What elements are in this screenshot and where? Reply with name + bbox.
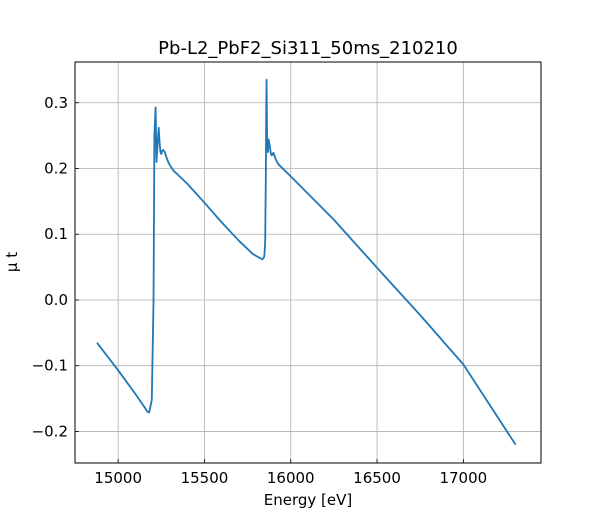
x-tick-label: 15000	[94, 469, 142, 487]
series-layer	[96, 78, 517, 445]
series-line	[96, 78, 517, 445]
y-tick-label: 0.0	[44, 291, 68, 309]
y-axis-title: μ t	[3, 252, 21, 272]
ticks: 15000 15500 16000 16500 17000 −0.2 −0.1 0.0 0.1 0…	[32, 94, 488, 487]
y-tick-label: −0.2	[32, 422, 68, 440]
x-tick-label: 17000	[439, 469, 487, 487]
y-tick-label: 0.3	[44, 94, 68, 112]
x-tick-label: 15500	[181, 469, 229, 487]
chart-title: Pb-L2_PbF2_Si311_50ms_210210	[158, 38, 458, 59]
y-tick-label: 0.1	[44, 225, 68, 243]
y-tick-label: 0.2	[44, 159, 68, 177]
x-tick-label: 16500	[353, 469, 401, 487]
y-tick-label: −0.1	[32, 357, 68, 375]
plot-background	[75, 62, 541, 463]
plot-frame	[74, 61, 542, 464]
x-tick-label: 16000	[267, 469, 315, 487]
x-axis-title: Energy [eV]	[264, 491, 352, 509]
